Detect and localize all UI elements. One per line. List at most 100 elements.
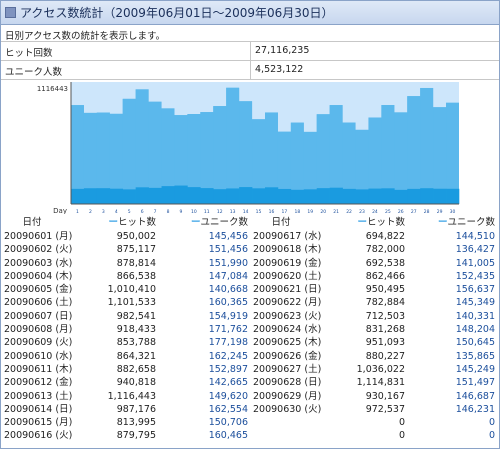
cell-date-left: 20090616 (火) — [4, 430, 73, 442]
summary-value-hits: 27,116,235 — [251, 42, 499, 61]
x-tick-label: 11 — [204, 209, 210, 214]
bar-unique — [122, 189, 136, 204]
bar-hits — [265, 112, 278, 204]
x-tick-label: 28 — [424, 209, 430, 214]
bar-unique — [239, 187, 253, 204]
cell-date-left: 20090606 (土) — [4, 297, 73, 309]
cell-unique-left: 142,665 — [208, 377, 248, 389]
cell-hits-left: 879,795 — [116, 430, 156, 442]
cell-unique-left: 177,198 — [208, 337, 248, 349]
bar-hits — [316, 114, 330, 204]
cell-unique-right: 151,497 — [455, 377, 495, 389]
x-tick-label: 19 — [307, 209, 313, 214]
table-row: 20090616 (火) 879,795 160,465 0 0 — [1, 429, 499, 442]
table-row: 20090604 (木) 866,538 147,084 20090620 (土) 86… — [1, 270, 499, 283]
x-tick-label: 12 — [217, 209, 223, 214]
bar-hits — [122, 98, 136, 204]
cell-hits-right: 0 — [398, 430, 405, 442]
cell-unique-left: 145,456 — [208, 231, 248, 242]
cell-date-left: 20090609 (火) — [4, 337, 73, 349]
table-row: 20090608 (月) 918,433 171,762 20090624 (水) 83… — [1, 323, 499, 336]
cell-hits-left: 918,433 — [116, 324, 156, 336]
bar-hits — [135, 89, 149, 204]
cell-date-right: 20090628 (日) — [253, 377, 322, 389]
daily-stats-table: 日付 ーヒット数 ーユニーク数 日付 ーヒット数 ーユニーク数 20090601… — [1, 215, 499, 443]
cell-unique-left: 154,919 — [208, 310, 248, 322]
cell-hits-left: 813,995 — [116, 417, 156, 429]
cell-unique-left: 147,084 — [208, 270, 248, 282]
table-row: 20090603 (水) 878,814 151,990 20090619 (金) 69… — [1, 257, 499, 270]
cell-date-left: 20090611 (木) — [4, 363, 73, 375]
cell-hits-right: 862,466 — [365, 270, 405, 282]
bar-hits — [394, 112, 408, 204]
bar-unique — [265, 187, 279, 204]
summary-label-hits: ヒット回数 — [1, 42, 251, 61]
table-row: 20090613 (土) 1,116,443 149,620 20090629 (月)… — [1, 390, 499, 403]
bar-hits — [420, 87, 434, 204]
cell-date-right: 20090624 (水) — [253, 324, 322, 336]
cell-hits-left: 1,010,410 — [107, 284, 156, 296]
bar-hits — [407, 96, 421, 204]
x-tick-label: 13 — [230, 209, 236, 214]
table-row: 20090607 (日) 982,541 154,919 20090623 (火) 71… — [1, 310, 499, 323]
cell-hits-left: 866,538 — [116, 270, 156, 282]
cell-unique-left: 160,465 — [208, 430, 248, 442]
cell-unique-right: 140,331 — [455, 310, 495, 322]
bar-unique — [381, 188, 395, 204]
cell-hits-left: 987,176 — [116, 403, 156, 415]
cell-hits-left: 1,116,443 — [107, 390, 156, 402]
x-tick-label: 23 — [359, 209, 365, 214]
cell-hits-right: 712,503 — [365, 310, 405, 322]
table-row: 20090602 (火) 875,117 151,456 20090618 (木) 78… — [1, 243, 499, 256]
x-tick-label: 17 — [282, 209, 288, 214]
title-square-icon — [5, 7, 16, 18]
bar-hits — [96, 112, 110, 204]
cell-hits-right: 0 — [398, 417, 405, 429]
cell-date-right: 20090629 (月) — [253, 390, 322, 402]
bar-hits — [174, 115, 188, 204]
table-row: 20090614 (日) 987,176 162,554 20090630 (火) 97… — [1, 403, 499, 416]
bar-unique — [290, 189, 305, 204]
cell-unique-right: 135,865 — [455, 350, 495, 362]
panel-title: アクセス数統計（2009年06月01日～2009年06月30日） — [20, 6, 334, 20]
cell-date-right: 20090630 (火) — [253, 403, 322, 415]
bar-unique — [226, 188, 240, 204]
bar-hits — [213, 106, 227, 204]
bar-unique — [303, 189, 318, 204]
cell-unique-left: 151,456 — [208, 244, 248, 256]
cell-unique-left: 140,668 — [208, 284, 248, 296]
table-row: 20090605 (金) 1,010,410 140,668 20090621 (日)… — [1, 283, 499, 296]
summary-table: ヒット回数 27,116,235 ユニーク人数 4,523,122 — [1, 42, 499, 80]
bar-hits — [200, 112, 214, 204]
cell-date-left: 20090613 (土) — [4, 390, 73, 402]
cell-hits-right: 782,884 — [365, 297, 405, 309]
cell-hits-left: 882,658 — [116, 363, 156, 375]
cell-date-left: 20090604 (木) — [4, 270, 73, 282]
bar-unique — [407, 188, 421, 204]
bar-hits — [342, 122, 356, 204]
table-row: 20090601 (月) 950,002 145,456 20090617 (水) 69… — [1, 230, 499, 243]
cell-unique-right: 148,204 — [455, 324, 495, 336]
cell-date-left: 20090608 (月) — [4, 324, 73, 336]
x-tick-label: 15 — [256, 209, 262, 214]
cell-date-right: 20090621 (日) — [253, 284, 322, 296]
bar-unique — [342, 188, 356, 204]
header-hits-right: ーヒット数 — [357, 217, 405, 228]
cell-unique-left: 171,762 — [208, 324, 248, 336]
bar-hits — [187, 114, 201, 204]
bar-unique — [420, 188, 434, 204]
cell-date-right: 20090620 (土) — [253, 270, 322, 282]
cell-date-right: 20090623 (火) — [253, 310, 322, 322]
cell-unique-left: 152,897 — [208, 363, 248, 375]
header-date-left: 日付 — [22, 217, 42, 228]
cell-unique-right: 146,687 — [455, 390, 495, 402]
cell-hits-right: 831,268 — [365, 324, 405, 336]
cell-hits-right: 972,537 — [365, 403, 405, 415]
x-tick-label: 10 — [191, 209, 197, 214]
cell-unique-right: 145,249 — [455, 363, 495, 375]
x-tick-label: 9 — [179, 209, 182, 214]
bar-unique — [446, 188, 460, 204]
bar-unique — [213, 189, 227, 204]
x-tick-label: 27 — [411, 209, 417, 214]
cell-unique-right: 141,005 — [455, 257, 495, 269]
